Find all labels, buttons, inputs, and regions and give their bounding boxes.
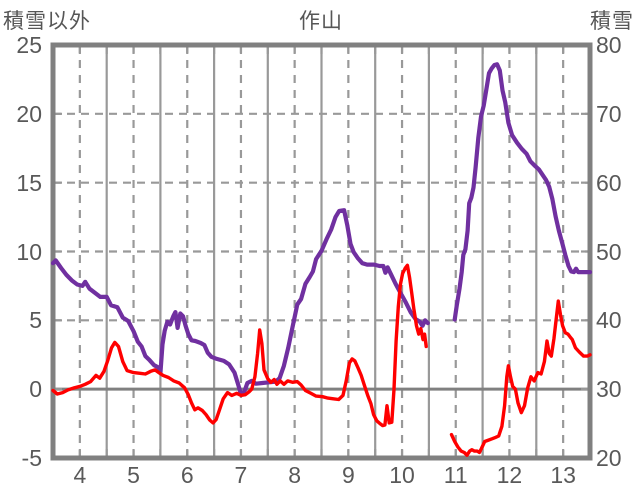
y-left-tick-label: 0 xyxy=(29,376,42,403)
series-line-snow-depth xyxy=(50,208,430,397)
y-left-tick-label: 25 xyxy=(16,32,42,58)
y-left-tick-label: 20 xyxy=(16,100,42,127)
x-tick-label: 11 xyxy=(443,462,468,488)
y-left-tick-label: 5 xyxy=(29,307,42,334)
x-tick-label: 7 xyxy=(234,462,248,488)
x-tick-label: 6 xyxy=(180,462,194,488)
y-right-tick-label: 80 xyxy=(596,32,622,58)
y-right-tick-label: 20 xyxy=(596,445,622,471)
x-tick-label: 12 xyxy=(496,462,523,488)
right-axis-title: 積雪 xyxy=(590,10,634,33)
series-line-other-than-snow xyxy=(449,299,592,457)
y-left-tick-label: 10 xyxy=(16,238,42,265)
y-left-tick-label: 15 xyxy=(16,169,42,196)
y-left-tick-label: -5 xyxy=(21,445,42,471)
y-right-tick-label: 40 xyxy=(596,307,622,334)
y-right-tick-label: 30 xyxy=(596,376,622,403)
left-axis-title: 積雪以外 xyxy=(3,10,91,33)
series-line-other-than-snow xyxy=(51,263,428,428)
plot-frame xyxy=(50,42,593,461)
y-right-tick-label: 60 xyxy=(596,169,622,196)
x-tick-label: 10 xyxy=(389,462,415,488)
chart-title: 作山 xyxy=(299,10,343,33)
series-line-snow-depth xyxy=(452,62,593,322)
x-tick-label: 9 xyxy=(341,462,355,488)
x-tick-label: 4 xyxy=(73,462,87,488)
y-right-tick-label: 50 xyxy=(596,238,622,265)
x-tick-label: 5 xyxy=(127,462,140,488)
x-tick-label: 13 xyxy=(550,462,576,488)
y-right-tick-label: 70 xyxy=(596,100,622,127)
x-tick-label: 8 xyxy=(288,462,302,488)
